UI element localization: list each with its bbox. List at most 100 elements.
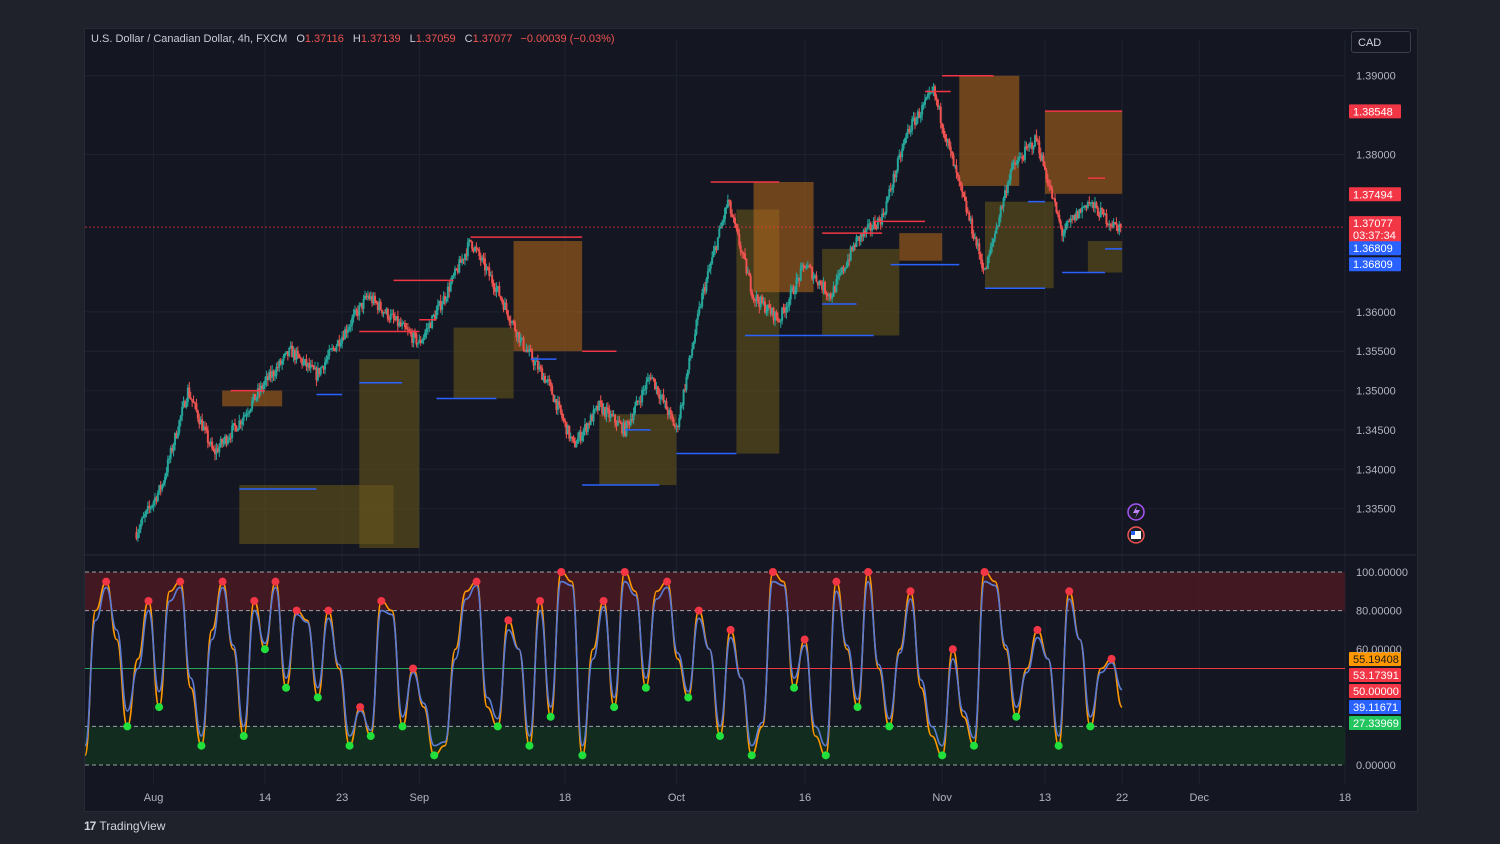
sell-signal-dot [377,596,386,605]
candle-body [695,319,698,335]
candle-body [198,418,201,425]
candle-body [461,258,464,263]
candle-body [979,254,982,260]
candle-body [564,420,566,422]
candle-body [578,431,581,439]
candle-body [316,367,319,381]
candle-body [962,192,965,197]
candle-body [824,281,826,294]
candle-body [1026,146,1029,148]
candle-body [375,301,378,304]
currency-button[interactable]: CAD [1351,31,1411,53]
candle-body [302,361,305,365]
candle-body [991,243,994,247]
candle-body [609,413,612,418]
candle-body [835,278,838,292]
candle-body [546,379,549,381]
candle-body [734,217,736,225]
stoch-value-tag [1349,716,1401,730]
low-value: 1.37059 [415,33,456,45]
candle-body [595,405,598,409]
candle-body [888,189,891,197]
candle-body [818,280,821,286]
candle-body [441,304,444,310]
candle-body [405,327,408,330]
candle-body [1046,179,1049,186]
candle-body [284,353,286,356]
candle-body [1119,224,1122,228]
candle-body [996,225,999,228]
candle-body [339,343,342,347]
candle-body [541,368,544,381]
candle-body [524,349,526,352]
candle-body [538,366,541,370]
candle-body [1062,233,1065,236]
candle-body [392,313,395,319]
candle-body [332,347,335,349]
price-tag-label: 1.36809 [1353,259,1393,271]
candle-body [782,307,785,310]
candle-body [512,321,515,323]
candle-body [1095,202,1098,208]
candle-body [459,259,462,263]
candle-body [728,199,731,202]
candle-body [294,349,296,360]
oversold-zone [85,726,1345,765]
candle-body [326,355,329,360]
overbought-zone [85,572,1345,611]
candle-body [582,430,585,436]
candles [135,83,1122,542]
candle-body [155,497,158,502]
candle-body [608,409,611,418]
candle-body [1018,156,1021,160]
candle-body [1044,165,1046,171]
candle-body [904,138,906,144]
candle-body [649,377,652,380]
candle-body [379,301,382,310]
candle-body [939,106,942,124]
candle-body [1071,218,1074,220]
buy-signal-dot [398,722,407,731]
candle-body [288,347,291,357]
stoch-value-tag [1349,684,1401,698]
candle-body [252,393,255,401]
candle-body [452,275,455,277]
candle-body [975,237,978,246]
candle-body [841,267,844,273]
candle-body [169,448,172,459]
candle-body [1025,146,1028,148]
candle-body [589,415,592,425]
candle-body [596,405,599,411]
candle-body [445,298,448,301]
candle-body [831,296,834,299]
candle-body [712,250,715,258]
candle-body [618,420,621,423]
candle-body [349,325,352,327]
candle-body [489,275,492,277]
zone-box [753,182,814,293]
candle-body [279,360,282,365]
candle-body [181,406,184,416]
candle-body [1034,135,1036,147]
candle-body [1024,146,1026,160]
candle-body [732,216,735,218]
stoch-value-label: 50.00000 [1353,686,1399,698]
candle-body [496,286,499,288]
candle-body [892,174,895,188]
candle-body [495,287,498,292]
candle-body [774,311,776,321]
candle-body [535,360,538,362]
candle-body [234,423,236,427]
tradingview-logo[interactable]: 17 TradingView [84,819,165,833]
candle-body [558,401,561,406]
candle-body [272,370,275,376]
candle-body [945,138,948,143]
candle-body [549,381,552,386]
candle-body [741,251,744,253]
buy-signal-dot [493,722,502,731]
candle-body [814,275,816,277]
buy-signal-dot [1086,722,1095,731]
buy-signal-dot [578,751,587,760]
candle-body [898,154,901,159]
